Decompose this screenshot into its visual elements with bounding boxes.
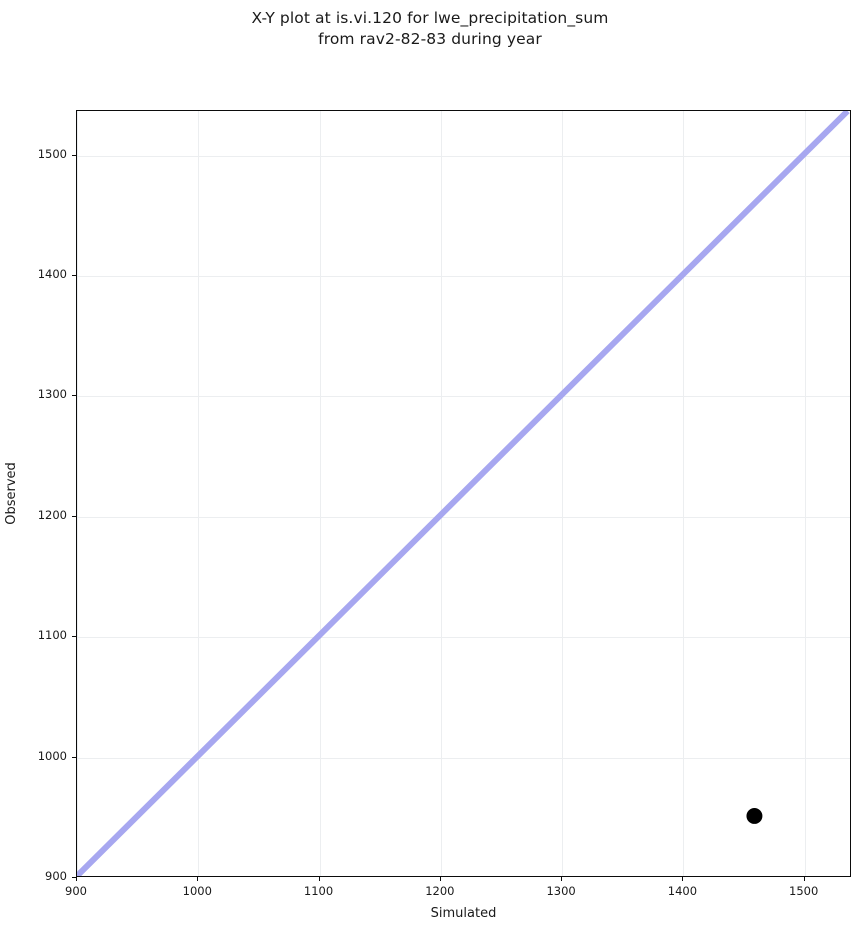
x-tick-mark [439, 877, 441, 881]
x-tick-mark [76, 877, 77, 881]
x-tick-label: 1300 [546, 884, 576, 898]
x-tick-mark [318, 877, 320, 881]
gridline-vertical [683, 111, 685, 876]
x-tick-mark [682, 877, 684, 881]
y-tick-mark [72, 515, 76, 517]
y-axis-label-text: Observed [3, 462, 19, 525]
chart-title: X-Y plot at is.vi.120 for lwe_precipitat… [251, 9, 609, 48]
x-tick-label: 1500 [789, 884, 819, 898]
gridline-vertical [319, 111, 321, 876]
gridline-vertical [77, 111, 78, 876]
x-tick-label: 1000 [182, 884, 212, 898]
y-tick-mark [72, 636, 76, 638]
gridline-horizontal [77, 275, 850, 277]
gridline-vertical [804, 111, 806, 876]
gridline-horizontal [77, 396, 850, 398]
x-tick-label: 900 [65, 884, 87, 898]
gridline-horizontal [77, 637, 850, 639]
y-tick-label-text: 1100 [37, 628, 67, 643]
x-tick-mark [803, 877, 805, 881]
y-tick-mark [72, 274, 76, 276]
gridline-horizontal [77, 516, 850, 518]
y-tick-mark [72, 395, 76, 397]
y-tick-mark [72, 154, 76, 156]
y-tick-mark [72, 756, 76, 758]
y-tick-label-text: 1200 [37, 507, 67, 522]
y-tick-label-text: 900 [45, 869, 67, 883]
gridline-vertical [198, 111, 200, 876]
scatter-points-group [746, 807, 763, 824]
plot-area [76, 110, 851, 877]
x-tick-label: 1400 [667, 884, 698, 898]
y-tick-label-text: 1400 [37, 266, 67, 281]
gridline-horizontal [77, 757, 850, 759]
x-tick-label: 1200 [425, 884, 455, 898]
gridline-vertical [562, 111, 564, 876]
y-axis-label: Observed [0, 110, 22, 877]
y-tick-label-text: 1500 [37, 146, 67, 161]
identity-line-group [77, 111, 850, 876]
x-tick-mark [561, 877, 563, 881]
y-tick-mark [72, 877, 76, 878]
gridline-vertical [440, 111, 442, 876]
plot-svg [77, 111, 850, 876]
gridline-horizontal [77, 155, 850, 157]
x-axis-label: Simulated [430, 906, 497, 921]
identity-line [77, 111, 850, 876]
y-tick-label-text: 1300 [37, 387, 67, 402]
scatter-point[interactable] [746, 807, 763, 824]
y-tick-label-text: 1000 [37, 748, 67, 763]
x-tick-mark [197, 877, 199, 881]
x-tick-label: 1100 [303, 884, 334, 898]
